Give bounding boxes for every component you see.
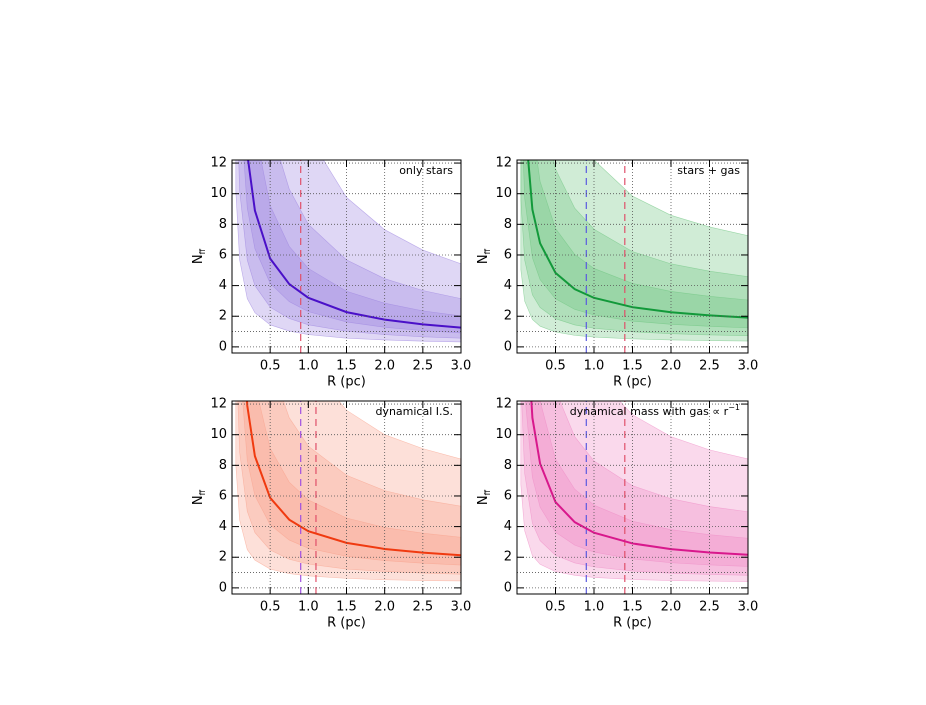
annotation: stars + gas: [677, 164, 740, 177]
band: [237, 401, 461, 575]
y-axis-label: Nff: [191, 248, 207, 264]
x-tick-label: 3.0: [451, 359, 472, 374]
x-tick-label: 1.5: [622, 359, 643, 374]
x-tick-label: 0.5: [260, 359, 281, 374]
y-tick-label: 10: [495, 186, 512, 201]
y-axis-label-main: N: [476, 254, 491, 264]
y-axis-label-sub: ff: [198, 489, 207, 495]
band: [238, 160, 461, 339]
y-tick-label: 10: [210, 186, 227, 201]
y-tick-label: 2: [504, 309, 512, 324]
y-axis-label: Nff: [476, 248, 492, 264]
y-tick-label: 8: [504, 217, 512, 232]
y-tick-label: 6: [219, 488, 227, 503]
annotation: dynamical mass with gas ∝ r−1: [570, 403, 740, 419]
y-axis-label-sub: ff: [198, 248, 207, 254]
band: [235, 401, 461, 582]
y-tick-label: 10: [210, 427, 227, 442]
y-axis-label-main: N: [191, 495, 206, 505]
annotation-sup: −1: [728, 403, 740, 412]
y-axis-label: Nff: [476, 489, 492, 505]
panel: 0.5 1.0 1.5 2.0 2.5 3.0 0 2 4 6 8 10 12 R (pc) Nff dyna…: [476, 397, 759, 631]
plot-area: [520, 401, 748, 594]
x-tick-label: 1.0: [298, 600, 319, 615]
x-tick-label: 3.0: [451, 600, 472, 615]
plot-area: [235, 401, 461, 594]
y-tick-label: 0: [219, 339, 227, 354]
x-axis-label: R (pc): [613, 616, 652, 631]
x-tick-label: 1.5: [336, 359, 357, 374]
band: [522, 160, 748, 329]
y-tick-label: 6: [504, 488, 512, 503]
annotation-text: stars + gas: [677, 164, 740, 177]
y-tick-label: 8: [219, 458, 227, 473]
plot-area: [235, 160, 461, 353]
band: [521, 401, 748, 576]
y-tick-label: 12: [210, 156, 227, 171]
panel: 0.5 1.0 1.5 2.0 2.5 3.0 0 2 4 6 8 10 12 R (pc) Nff dyna…: [191, 397, 472, 631]
annotation-text: dynamical I.S.: [375, 405, 453, 418]
annotation-text: dynamical mass with gas ∝ r: [570, 405, 729, 418]
x-tick-label: 2.5: [699, 359, 720, 374]
median-line: [530, 401, 748, 556]
y-tick-label: 0: [504, 580, 512, 595]
x-tick-label: 3.0: [738, 359, 759, 374]
y-tick-label: 12: [495, 156, 512, 171]
x-tick-label: 0.5: [545, 359, 566, 374]
x-tick-label: 2.0: [661, 359, 682, 374]
y-tick-label: 4: [504, 278, 512, 293]
x-tick-label: 2.0: [374, 600, 395, 615]
y-axis-label-sub: ff: [483, 489, 492, 495]
x-tick-label: 0.5: [260, 600, 281, 615]
annotation-text: only stars: [399, 164, 453, 177]
y-tick-label: 10: [495, 427, 512, 442]
x-tick-label: 1.5: [336, 600, 357, 615]
x-axis-label: R (pc): [613, 375, 652, 390]
y-tick-label: 0: [504, 339, 512, 354]
band: [520, 160, 748, 342]
annotation: only stars: [399, 164, 453, 177]
x-tick-label: 2.5: [412, 600, 433, 615]
y-tick-label: 12: [495, 397, 512, 412]
x-tick-label: 0.5: [545, 600, 566, 615]
x-axis-label: R (pc): [327, 616, 366, 631]
x-tick-label: 1.0: [298, 359, 319, 374]
y-tick-label: 2: [219, 309, 227, 324]
band: [520, 401, 748, 582]
x-axis-label: R (pc): [327, 375, 366, 390]
x-tick-label: 1.5: [622, 600, 643, 615]
y-tick-label: 2: [219, 550, 227, 565]
x-tick-label: 3.0: [738, 600, 759, 615]
x-tick-label: 2.0: [661, 600, 682, 615]
y-tick-label: 4: [219, 278, 227, 293]
y-tick-label: 0: [219, 580, 227, 595]
y-tick-label: 8: [219, 217, 227, 232]
median-line: [527, 160, 748, 319]
y-axis-label-main: N: [191, 254, 206, 264]
y-axis-label-main: N: [476, 495, 491, 505]
annotation: dynamical I.S.: [375, 405, 453, 418]
y-tick-label: 6: [219, 247, 227, 262]
panel: 0.5 1.0 1.5 2.0 2.5 3.0 0 2 4 6 8 10 12 R (pc) Nff star…: [476, 156, 759, 390]
median-line: [246, 401, 461, 557]
y-axis-label: Nff: [191, 489, 207, 505]
plot-area: [520, 160, 748, 353]
band: [520, 160, 748, 336]
y-tick-label: 12: [210, 397, 227, 412]
median-line: [247, 160, 461, 329]
x-tick-label: 2.0: [374, 359, 395, 374]
y-tick-label: 2: [504, 550, 512, 565]
x-tick-label: 2.5: [699, 600, 720, 615]
y-tick-label: 6: [504, 247, 512, 262]
band: [235, 160, 461, 343]
x-tick-label: 2.5: [412, 359, 433, 374]
panel: 0.5 1.0 1.5 2.0 2.5 3.0 0 2 4 6 8 10 12 R (pc) Nff only…: [191, 156, 472, 390]
y-axis-label-sub: ff: [483, 248, 492, 254]
y-tick-label: 8: [504, 458, 512, 473]
y-tick-label: 4: [504, 519, 512, 534]
y-tick-label: 4: [219, 519, 227, 534]
x-tick-label: 1.0: [584, 600, 605, 615]
x-tick-label: 1.0: [584, 359, 605, 374]
